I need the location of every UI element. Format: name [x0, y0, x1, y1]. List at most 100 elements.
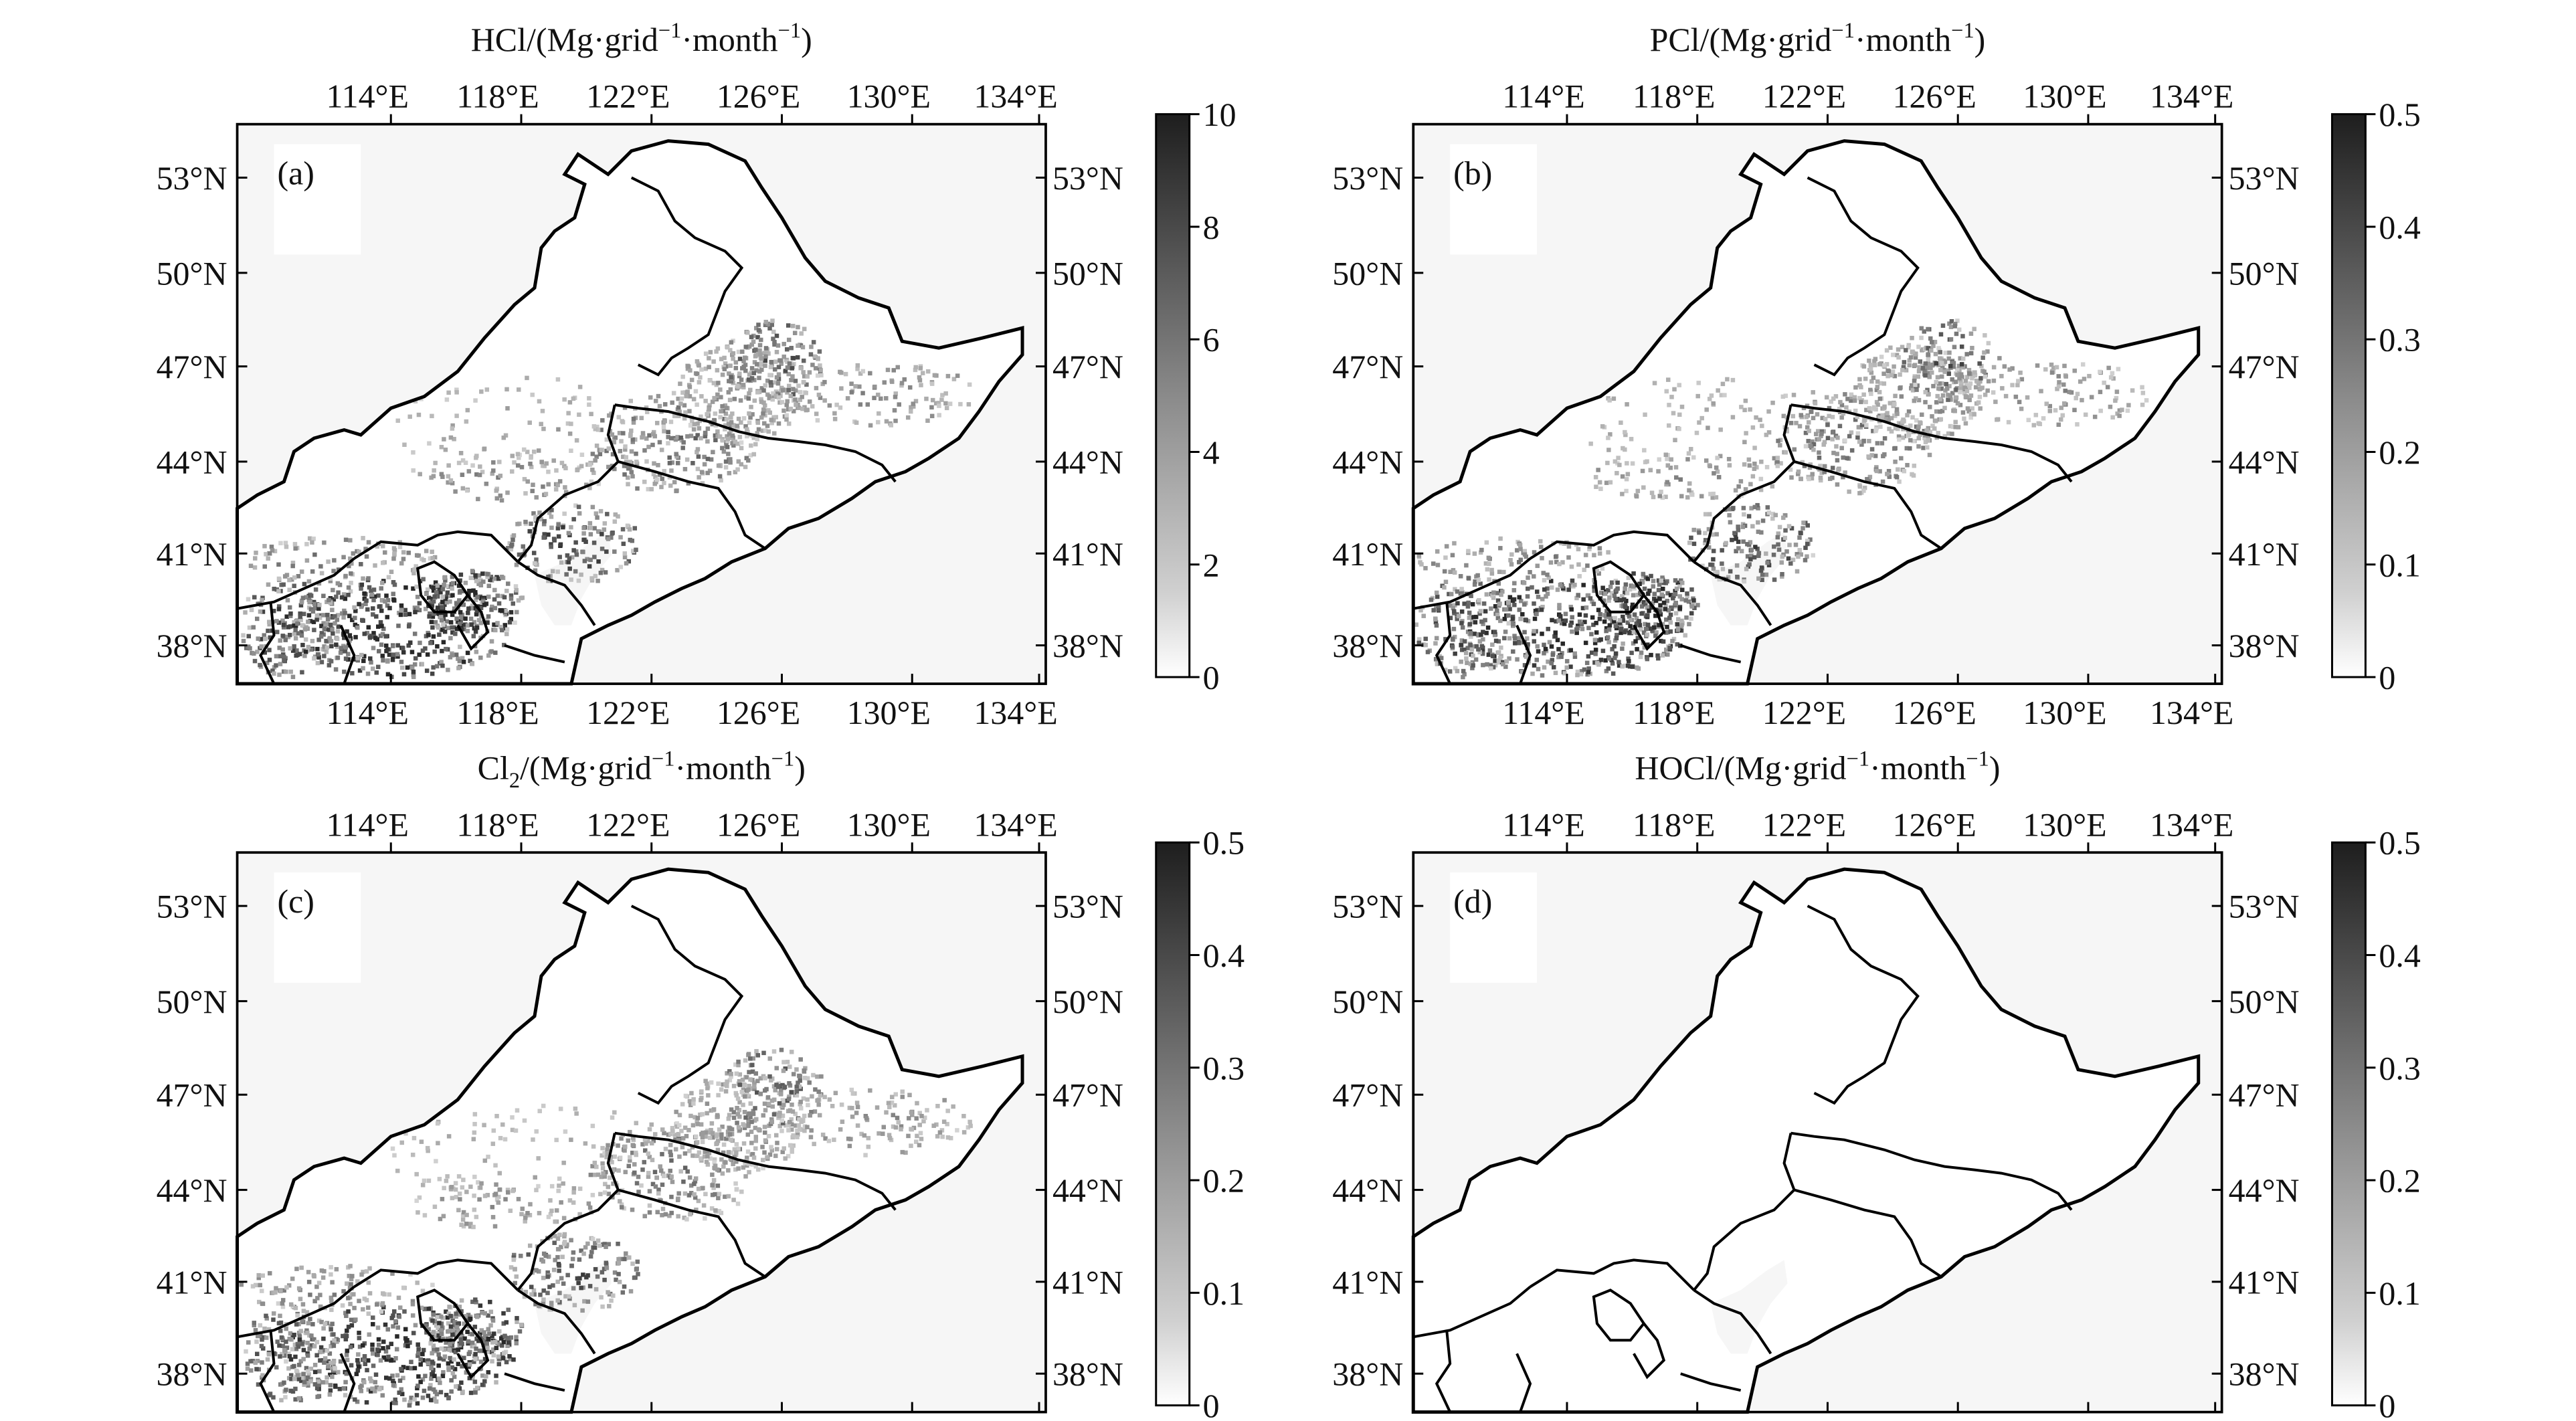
- lat-tick-right: 38°N: [1052, 628, 1123, 664]
- lon-tick-top: 126°E: [717, 78, 800, 115]
- label-box: [1450, 872, 1538, 983]
- panel-letter: (b): [1453, 155, 1492, 192]
- emission-field: [239, 1048, 973, 1408]
- lat-tick-left: 41°N: [157, 1264, 227, 1301]
- panel-d: HOCl/(Mg·grid−1·month−1)(d)114°E114°E118…: [1332, 747, 2421, 1421]
- colorbar-tick-label: 0.2: [1203, 1163, 1245, 1200]
- colorbar-tick-label: 6: [1203, 322, 1220, 359]
- lat-tick-right: 50°N: [2229, 255, 2300, 292]
- lat-tick-left: 38°N: [157, 628, 227, 664]
- lon-tick-top: 114°E: [1502, 806, 1585, 843]
- colorbar-tick-label: 10: [1203, 96, 1236, 133]
- lat-tick-left: 44°N: [1332, 1172, 1403, 1209]
- colorbar-gradient: [1155, 841, 1191, 1407]
- lon-tick-top: 126°E: [1893, 78, 1976, 115]
- lon-tick-top: 118°E: [456, 78, 539, 115]
- lon-tick-top: 130°E: [847, 806, 931, 843]
- colorbar-tick-label: 0.4: [2379, 937, 2420, 974]
- colorbar-tick-label: 0.4: [2379, 209, 2420, 246]
- lat-tick-right: 53°N: [1052, 160, 1123, 197]
- colorbar-tick-label: 0.3: [2379, 1050, 2420, 1086]
- panel-b: PCl/(Mg·grid−1·month−1) (b) 114°E 114°E 118°…: [1332, 19, 2421, 731]
- map-frame: [236, 851, 1047, 1414]
- panel-c: Cl2/(Mg·grid−1·month−1)(c)114°E114°E118°…: [157, 747, 1245, 1421]
- lat-tick-left: 47°N: [1332, 1077, 1403, 1114]
- panel-letter: (c): [277, 883, 314, 920]
- lon-tick-bottom: 130°E: [847, 694, 931, 731]
- panel-title: HOCl/(Mg·grid−1·month−1): [1635, 747, 2000, 786]
- lat-tick-right: 38°N: [2229, 628, 2300, 664]
- colorbar: 0 0.1 0.2 0.3 0.4 0.5: [2330, 825, 2421, 1421]
- lon-tick-top: 126°E: [1893, 806, 1976, 843]
- lon-tick-top: 130°E: [2023, 806, 2106, 843]
- lat-tick-right: 41°N: [1052, 536, 1123, 573]
- colorbar-tick-label: 0.2: [2379, 434, 2420, 471]
- label-box: [1450, 144, 1538, 255]
- lat-tick-left: 44°N: [157, 1172, 227, 1209]
- lat-tick-left: 44°N: [1332, 444, 1403, 480]
- map-area: [1413, 122, 2223, 684]
- lon-tick-top: 118°E: [456, 806, 539, 843]
- lon-tick-top: 134°E: [974, 78, 1057, 115]
- colorbar-tick-label: 0.5: [2379, 96, 2420, 133]
- lat-tick-left: 38°N: [1332, 628, 1403, 664]
- lon-tick-bottom: 114°E: [1502, 694, 1585, 731]
- panel-letter: (d): [1453, 883, 1492, 920]
- lat-tick-right: 41°N: [2229, 1264, 2300, 1301]
- lat-tick-left: 47°N: [157, 349, 227, 385]
- lat-tick-right: 38°N: [1052, 1356, 1123, 1393]
- lat-tick-right: 53°N: [2229, 888, 2300, 925]
- colorbar-tick-label: 0: [2379, 1388, 2395, 1421]
- map-area: [236, 851, 1047, 1414]
- lat-tick-right: 38°N: [2229, 1356, 2300, 1393]
- lon-tick-top: 122°E: [586, 806, 670, 843]
- lon-tick-top: 130°E: [2023, 78, 2106, 115]
- colorbar-tick-label: 0.3: [1203, 1050, 1245, 1086]
- lon-tick-top: 114°E: [327, 806, 409, 843]
- colorbar-tick-label: 8: [1203, 209, 1220, 246]
- lon-tick-bottom: 122°E: [586, 694, 670, 731]
- lon-tick-top: 134°E: [2150, 806, 2233, 843]
- lat-tick-right: 47°N: [2229, 1077, 2300, 1114]
- lat-tick-left: 50°N: [157, 255, 227, 292]
- lon-tick-bottom: 118°E: [1633, 694, 1716, 731]
- lon-tick-top: 122°E: [1762, 806, 1846, 843]
- lon-tick-bottom: 134°E: [2150, 694, 2233, 731]
- panel-a: HCl/(Mg·grid−1·month−1) (a) 114°E 114°E 118°…: [157, 19, 1236, 731]
- colorbar-tick-label: 0: [2379, 660, 2395, 696]
- lat-tick-right: 44°N: [1052, 444, 1123, 480]
- lat-tick-right: 41°N: [2229, 536, 2300, 573]
- colorbar-tick-label: 0: [1203, 1388, 1220, 1421]
- colorbar: 0 2 4 6 8 10: [1155, 96, 1236, 696]
- colorbar-tick-label: 0.2: [2379, 1163, 2420, 1200]
- lat-tick-right: 44°N: [2229, 1172, 2300, 1209]
- colorbar-gradient: [2330, 113, 2367, 678]
- colorbar-tick-label: 0.1: [1203, 1275, 1245, 1312]
- colorbar: 0 0.1 0.2 0.3 0.4 0.5: [1155, 825, 1245, 1421]
- lat-tick-right: 41°N: [1052, 1264, 1123, 1301]
- colorbar-tick-label: 0.5: [2379, 825, 2420, 862]
- panel-title: PCl/(Mg·grid−1·month−1): [1650, 19, 1986, 58]
- map-frame: [236, 122, 1047, 685]
- lon-tick-bottom: 126°E: [1893, 694, 1976, 731]
- map-area: [236, 122, 1047, 685]
- lat-tick-left: 53°N: [157, 888, 227, 925]
- lon-tick-top: 130°E: [847, 78, 931, 115]
- lon-tick-top: 118°E: [1633, 806, 1716, 843]
- lat-tick-right: 47°N: [2229, 349, 2300, 385]
- panel-title: Cl2/(Mg·grid−1·month−1): [478, 747, 806, 792]
- label-box: [274, 872, 361, 983]
- lat-tick-left: 38°N: [1332, 1356, 1403, 1393]
- lon-tick-top: 114°E: [1502, 78, 1585, 115]
- map-frame: [1412, 851, 2223, 1414]
- lat-tick-left: 44°N: [157, 444, 227, 480]
- lat-tick-right: 47°N: [1052, 349, 1123, 385]
- lat-tick-left: 53°N: [1332, 160, 1403, 197]
- colorbar-tick-label: 0.1: [2379, 1275, 2420, 1312]
- lat-tick-right: 44°N: [1052, 1172, 1123, 1209]
- colorbar: 0 0.1 0.2 0.3 0.4 0.5: [2330, 96, 2421, 696]
- lon-tick-bottom: 114°E: [327, 694, 409, 731]
- lat-tick-right: 50°N: [1052, 983, 1123, 1020]
- lon-tick-bottom: 122°E: [1762, 694, 1846, 731]
